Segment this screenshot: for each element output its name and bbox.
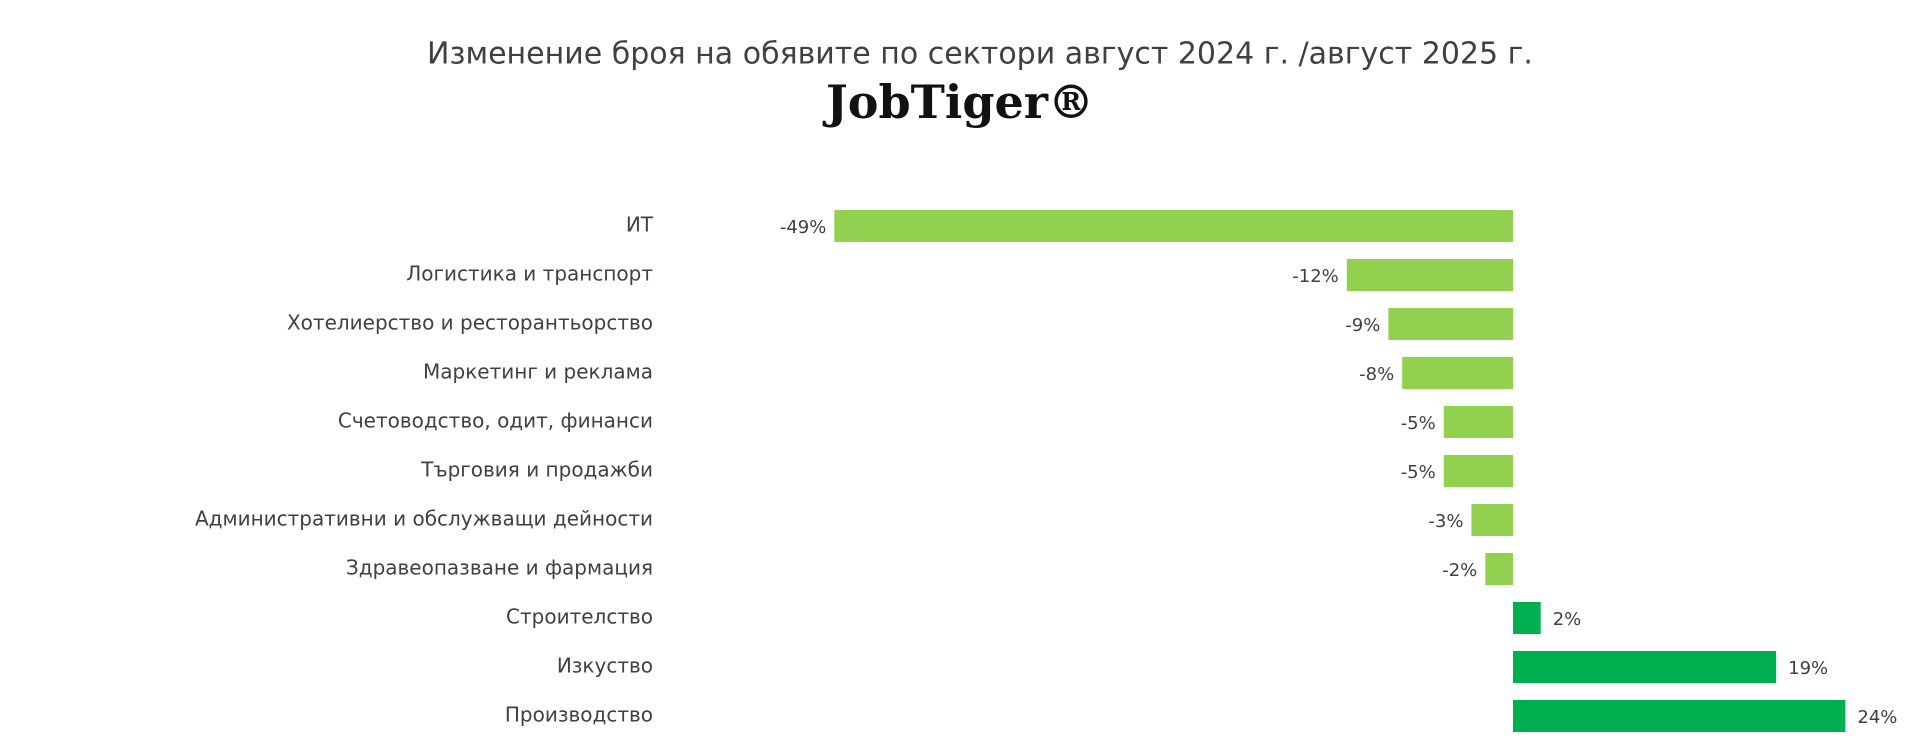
- category-label: Счетоводство, одит, финанси: [338, 409, 653, 433]
- value-label: -49%: [780, 217, 827, 238]
- category-label: Търговия и продажби: [420, 458, 653, 482]
- bar: [1443, 455, 1513, 487]
- category-label: Логистика и транспорт: [406, 262, 653, 286]
- bar: [1388, 308, 1513, 340]
- value-label: 2%: [1553, 609, 1582, 630]
- category-label: Здравеопазване и фармация: [346, 556, 653, 580]
- category-label: Хотелиерство и ресторантьорство: [287, 311, 653, 335]
- bar: [1513, 700, 1846, 732]
- category-label: Изкуство: [557, 654, 653, 678]
- category-label: Маркетинг и реклама: [423, 360, 653, 384]
- value-label: -3%: [1428, 511, 1463, 532]
- category-label: Административни и обслужващи дейности: [195, 507, 653, 531]
- value-label: -9%: [1345, 315, 1380, 336]
- value-label: 24%: [1857, 707, 1897, 728]
- value-label: 19%: [1788, 658, 1828, 679]
- bar: [1443, 406, 1513, 438]
- bar: [1402, 357, 1513, 389]
- value-label: -5%: [1401, 413, 1436, 434]
- value-label: -12%: [1292, 266, 1339, 287]
- bar: [1346, 259, 1513, 291]
- bar: [1513, 651, 1777, 683]
- category-label: Производство: [505, 703, 653, 727]
- bar: [1513, 602, 1541, 634]
- bar: [834, 210, 1513, 242]
- category-label: Строителство: [506, 605, 653, 629]
- value-label: -2%: [1442, 560, 1477, 581]
- bar: [1471, 504, 1513, 536]
- brand-logo: JobTiger®: [822, 75, 1094, 129]
- bar: [1485, 553, 1513, 585]
- category-label: ИТ: [626, 213, 654, 237]
- value-label: -5%: [1401, 462, 1436, 483]
- chart-title: Изменение броя на обявите по сектори авг…: [427, 37, 1533, 72]
- value-label: -8%: [1359, 364, 1394, 385]
